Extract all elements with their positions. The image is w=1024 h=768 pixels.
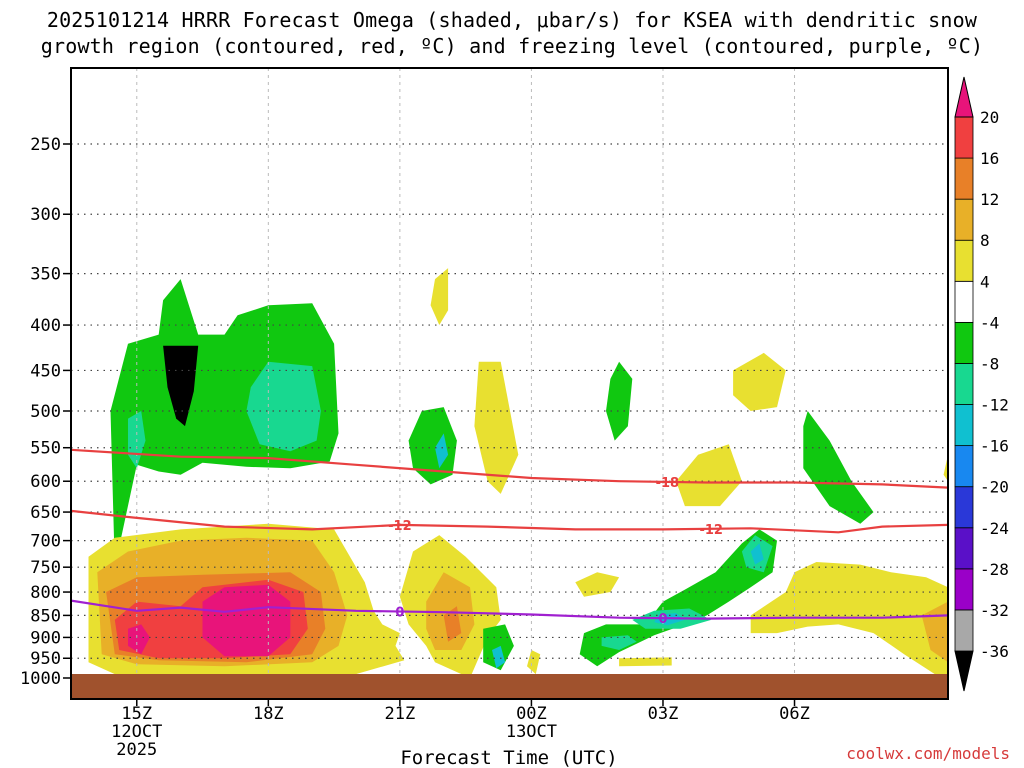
omega-shaded-regions bbox=[88, 268, 948, 678]
colorbar-label-20: 20 bbox=[980, 108, 999, 127]
colorbar-segment--16--12 bbox=[954, 404, 974, 447]
omega-region-magenta-18 bbox=[128, 624, 150, 655]
y-tick-label-450: 450 bbox=[30, 361, 61, 381]
contour-line--12 bbox=[71, 509, 948, 534]
omega-region-yellow-6 bbox=[430, 268, 449, 325]
colorbar-label--24: -24 bbox=[980, 519, 1009, 538]
contour-label--12: -12 bbox=[388, 519, 412, 534]
y-tick-label-300: 300 bbox=[30, 205, 61, 225]
colorbar-segment-12-16 bbox=[954, 157, 974, 200]
y-tick-label-1000: 1000 bbox=[20, 669, 61, 689]
x-tick-label-2025: 2025 bbox=[116, 740, 157, 760]
contour-label--18: -18 bbox=[656, 476, 680, 491]
colorbar-segment--36--32 bbox=[954, 609, 974, 652]
colorbar-label--12: -12 bbox=[980, 396, 1009, 415]
y-tick-label-400: 400 bbox=[30, 316, 61, 336]
colorbar-label--32: -32 bbox=[980, 601, 1009, 620]
colorbar-label--8: -8 bbox=[980, 354, 999, 373]
ground-surface-band bbox=[71, 674, 948, 699]
chart-title-line-2: growth region (contoured, red, ºC) and f… bbox=[40, 34, 984, 58]
colorbar-segment--4-4 bbox=[954, 280, 974, 323]
colorbar-label-8: 8 bbox=[980, 231, 990, 250]
colorbar-label-12: 12 bbox=[980, 190, 999, 209]
omega-region-cyan-23 bbox=[492, 645, 506, 669]
omega-region-yellow-24 bbox=[527, 650, 541, 675]
colorbar-segment--12--8 bbox=[954, 363, 974, 405]
x-tick-label-12OCT: 12OCT bbox=[111, 722, 162, 742]
contour-label-0: 0 bbox=[658, 612, 667, 627]
grid-lines bbox=[71, 68, 948, 699]
y-tick-label-600: 600 bbox=[30, 472, 61, 492]
omega-region-yellow-25 bbox=[575, 572, 620, 597]
y-tick-label-800: 800 bbox=[30, 583, 61, 603]
omega-region-yellow-33 bbox=[750, 562, 948, 678]
omega-region-green-8 bbox=[606, 361, 633, 441]
omega-region-cyan-31 bbox=[750, 543, 764, 565]
colorbar-segment-16-20 bbox=[954, 116, 974, 159]
colorbar-label--28: -28 bbox=[980, 560, 1009, 579]
credit-link[interactable]: coolwx.com/models bbox=[846, 744, 1010, 763]
contour-label--12: -12 bbox=[699, 523, 723, 538]
colorbar-segment--32--28 bbox=[954, 568, 974, 611]
y-tick-label-900: 900 bbox=[30, 628, 61, 648]
y-tick-label-950: 950 bbox=[30, 649, 61, 669]
colorbar-segment--24--20 bbox=[954, 486, 974, 529]
colorbar-label-16: 16 bbox=[980, 149, 999, 168]
temperature-contours: -18 -12 -12 0 0 bbox=[71, 448, 948, 627]
omega-region-yellow-7 bbox=[474, 361, 519, 494]
x-axis-title: Forecast Time (UTC) bbox=[400, 747, 617, 768]
omega-region-yellow-32 bbox=[619, 657, 672, 667]
x-tick-label-15Z: 15Z bbox=[121, 704, 152, 724]
omega-region-green-11 bbox=[803, 411, 874, 524]
omega-region-green-4 bbox=[408, 407, 457, 485]
x-tick-label-00Z: 00Z bbox=[516, 704, 547, 724]
x-tick-label-13OCT: 13OCT bbox=[506, 722, 557, 742]
x-tick-label-03Z: 03Z bbox=[648, 704, 679, 724]
colorbar-label--20: -20 bbox=[980, 478, 1009, 497]
x-tick-label-18Z: 18Z bbox=[253, 704, 284, 724]
colorbar-label--16: -16 bbox=[980, 437, 1009, 456]
y-tick-label-850: 850 bbox=[30, 606, 61, 626]
contour-label-0: 0 bbox=[395, 606, 404, 621]
y-tick-label-500: 500 bbox=[30, 402, 61, 422]
x-tick-label-06Z: 06Z bbox=[779, 704, 810, 724]
omega-region-teal-29 bbox=[601, 635, 637, 650]
omega-region-cyan-5 bbox=[435, 433, 449, 469]
colorbar-segment-below bbox=[954, 650, 974, 692]
colorbar: -36 -32 -28 -24 -20 -16 -12 -8 -4 4 8 12 16 20 bbox=[954, 76, 1009, 692]
colorbar-segment--28--24 bbox=[954, 527, 974, 570]
colorbar-segment-8-12 bbox=[954, 198, 974, 241]
y-tick-label-350: 350 bbox=[30, 265, 61, 285]
y-tick-label-700: 700 bbox=[30, 532, 61, 552]
y-tick-label-750: 750 bbox=[30, 558, 61, 578]
omega-region-magenta-17 bbox=[202, 584, 291, 657]
contour-line-0 bbox=[71, 599, 948, 620]
omega-region-yellow-9 bbox=[733, 352, 786, 411]
x-tick-label-21Z: 21Z bbox=[385, 704, 416, 724]
colorbar-segment-4-8 bbox=[954, 239, 974, 282]
colorbar-segment--20--16 bbox=[954, 445, 974, 488]
omega-region-yellow-10 bbox=[676, 444, 742, 507]
chart-title-line-1: 2025101214 HRRR Forecast Omega (shaded, … bbox=[46, 8, 978, 32]
y-tick-label-650: 650 bbox=[30, 503, 61, 523]
omega-region-green-26 bbox=[579, 529, 777, 667]
colorbar-label--36: -36 bbox=[980, 642, 1009, 661]
colorbar-segment--8--4 bbox=[954, 321, 974, 364]
contour-line--18 bbox=[71, 448, 948, 489]
colorbar-label--4: -4 bbox=[980, 313, 999, 332]
y-axis-ticks: 2503003504004505005506006507007508008509… bbox=[20, 135, 71, 689]
y-tick-label-250: 250 bbox=[30, 135, 61, 155]
omega-region-white-1 bbox=[163, 345, 199, 427]
omega-region-teal-2 bbox=[246, 361, 321, 452]
y-tick-label-550: 550 bbox=[30, 439, 61, 459]
omega-region-yellow-12 bbox=[943, 454, 948, 482]
colorbar-label-4: 4 bbox=[980, 272, 990, 291]
colorbar-segment-above bbox=[954, 76, 974, 118]
plot-frame bbox=[70, 67, 949, 700]
